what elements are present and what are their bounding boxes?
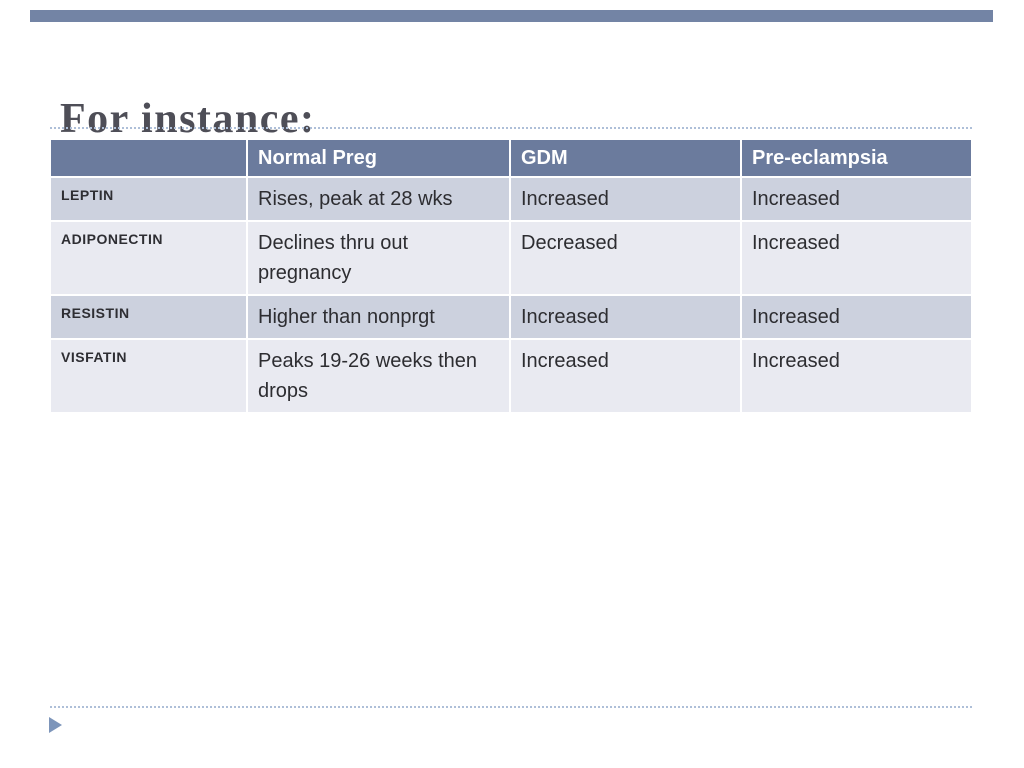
cell-pre-eclampsia: Increased — [740, 294, 973, 340]
cell-pre-eclampsia: Increased — [740, 176, 973, 222]
cell-pre-eclampsia: Increased — [740, 220, 973, 296]
slide-title: For instance: — [60, 96, 316, 143]
cell-normal-preg: Declines thru out pregnancy — [246, 220, 511, 296]
cell-gdm: Increased — [509, 176, 742, 222]
table-row-leptin: LEPTIN Rises, peak at 28 wks Increased I… — [49, 176, 973, 222]
row-label: RESISTIN — [49, 294, 248, 340]
header-cell-gdm: GDM — [509, 138, 742, 178]
table-row-adiponectin: ADIPONECTIN Declines thru out pregnancy … — [49, 220, 973, 296]
cell-gdm: Decreased — [509, 220, 742, 296]
cell-normal-preg: Rises, peak at 28 wks — [246, 176, 511, 222]
content-table: Normal Preg GDM Pre-eclampsia LEPTIN Ris… — [49, 138, 973, 414]
header-cell-pre-eclampsia: Pre-eclampsia — [740, 138, 973, 178]
header-cell-empty — [49, 138, 248, 178]
cell-normal-preg: Higher than nonprgt — [246, 294, 511, 340]
table-row-resistin: RESISTIN Higher than nonprgt Increased I… — [49, 294, 973, 340]
title-divider — [50, 127, 972, 129]
row-label: ADIPONECTIN — [49, 220, 248, 296]
table-row-visfatin: VISFATIN Peaks 19-26 weeks then drops In… — [49, 338, 973, 414]
top-accent-bar — [30, 10, 993, 22]
row-label: VISFATIN — [49, 338, 248, 414]
cell-pre-eclampsia: Increased — [740, 338, 973, 414]
cell-normal-preg: Peaks 19-26 weeks then drops — [246, 338, 511, 414]
bottom-divider — [50, 706, 972, 708]
row-label: LEPTIN — [49, 176, 248, 222]
play-triangle-icon — [49, 717, 62, 733]
cell-gdm: Increased — [509, 294, 742, 340]
header-cell-normal-preg: Normal Preg — [246, 138, 511, 178]
cell-gdm: Increased — [509, 338, 742, 414]
table-header-row: Normal Preg GDM Pre-eclampsia — [49, 138, 973, 178]
